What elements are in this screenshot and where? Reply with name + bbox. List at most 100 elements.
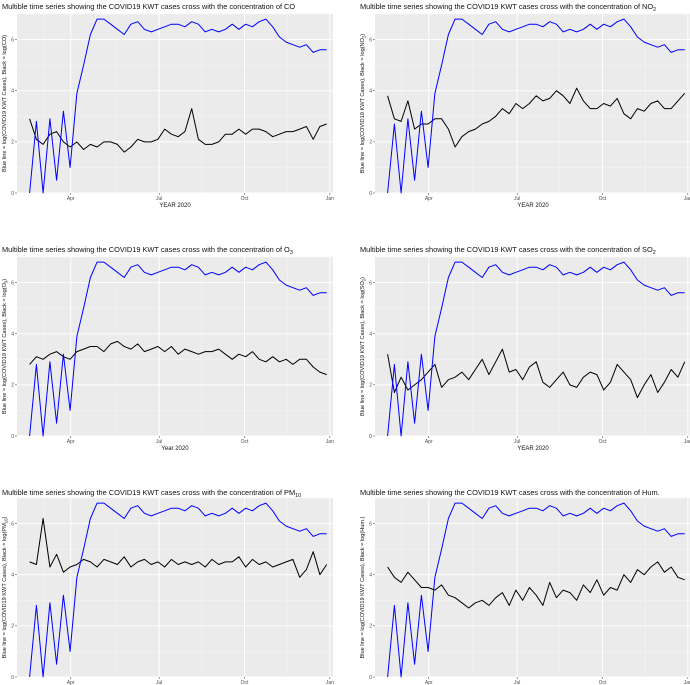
y-tick-label: 6 [369, 521, 372, 527]
x-tick-label: Jan [684, 680, 690, 685]
y-tick-label: 6 [369, 37, 372, 43]
y-axis-label-subscript: 2 [362, 35, 367, 38]
x-axis-label: Year 2020 [161, 446, 189, 452]
y-tick-label: 4 [369, 332, 372, 338]
x-axis-label: YEAR 2020 [159, 203, 191, 209]
cases-series-line [29, 18, 327, 194]
y-tick-label: 2 [369, 383, 372, 389]
cases-series-line [387, 502, 685, 678]
y-tick-label: 4 [11, 573, 14, 579]
plot-panel [17, 257, 333, 436]
y-tick-label: 6 [369, 280, 372, 286]
y-tick-label: 4 [11, 89, 14, 95]
y-tick-label: 2 [369, 140, 372, 146]
plot-panel [17, 14, 333, 193]
cases-series-line [29, 502, 327, 678]
pollutant-series-line [29, 108, 327, 153]
y-tick-label: 6 [11, 280, 14, 286]
chart-title-subscript: 10 [295, 493, 301, 499]
pollutant-series-line [387, 87, 686, 148]
x-tick-label: Oct [599, 439, 607, 445]
x-tick-label: Jul [514, 680, 520, 685]
x-tick-label: Oct [241, 196, 249, 202]
y-axis-label: Blue line = log(COVID19 KWT Cases), Blac… [360, 516, 366, 658]
y-tick-label: 4 [369, 89, 372, 95]
x-tick-label: Apr [425, 439, 433, 445]
cases-series-line [29, 261, 327, 437]
chart-title-subscript: 2 [653, 7, 656, 13]
y-axis-label-text: Blue line = log(COVID19 KWT Cases), Blac… [360, 281, 366, 416]
x-tick-label: Jan [326, 196, 334, 202]
x-tick-label: Jul [156, 680, 162, 685]
x-axis-label: YEAR 2020 [517, 203, 549, 209]
y-axis-label-tail: ) [2, 279, 8, 281]
x-tick-label: Jan [684, 196, 690, 202]
y-tick-label: 0 [369, 191, 372, 197]
x-tick-label: Jul [156, 196, 162, 202]
x-tick-label: Jul [514, 439, 520, 445]
x-axis-label: YEAR 2020 [517, 446, 549, 452]
chart-title: Multible time series showing the COVID19… [2, 488, 301, 499]
y-tick-label: 2 [11, 383, 14, 389]
cases-series-line [387, 18, 685, 194]
chart-title-subscript: 3 [290, 250, 293, 256]
y-axis-label-text: Blue line = log(COVID19 KWT Cases), Blac… [2, 35, 8, 172]
chart-title: Multible time series showing the COVID19… [360, 488, 660, 497]
y-tick-label: 0 [11, 191, 14, 197]
y-tick-label: 2 [11, 140, 14, 146]
chart-title-text: Multible time series showing the COVID19… [360, 488, 660, 497]
y-axis-label-tail: ) [360, 277, 366, 279]
y-axis-label: Blue line = log(COVID19 KWT Cases), Blac… [360, 34, 367, 173]
y-axis-label: Blue line = log(COVID19 KWT Cases), Blac… [2, 517, 9, 659]
y-axis-label: Blue line = log(COVID19 KWT Cases), Blac… [360, 277, 367, 416]
y-tick-label: 0 [369, 675, 372, 681]
y-axis-label-tail: ) [360, 34, 366, 36]
y-tick-label: 4 [11, 332, 14, 338]
x-tick-label: Oct [241, 439, 249, 445]
x-tick-label: Apr [67, 196, 75, 202]
y-axis-label: Blue line = log(COVID19 KWT Cases), Blac… [2, 35, 8, 172]
pollutant-series-line [387, 561, 685, 609]
chart-title-text: Multible time series showing the COVID19… [2, 488, 295, 497]
x-tick-label: Oct [241, 680, 249, 685]
x-tick-label: Jan [326, 680, 334, 685]
pollutant-series-line [29, 340, 327, 376]
chart-title: Multible time series showing the COVID19… [360, 2, 656, 13]
chart-title-text: Multible time series showing the COVID19… [360, 245, 653, 254]
y-tick-label: 0 [11, 675, 14, 681]
y-axis-label-text: Blue line = log(COVID19 KWT Cases), Blac… [2, 282, 8, 414]
pollutant-series-line [29, 518, 328, 578]
y-tick-label: 2 [11, 624, 14, 630]
x-tick-label: Apr [425, 680, 433, 685]
x-tick-label: Oct [599, 680, 607, 685]
y-axis-label-subscript: 3 [4, 280, 9, 283]
cases-series-line [387, 261, 685, 437]
chart-title: Multible time series showing the COVID19… [360, 245, 656, 256]
x-tick-label: Jan [684, 439, 690, 445]
x-tick-label: Apr [67, 680, 75, 685]
pollutant-series-line [387, 348, 686, 399]
y-axis-label: Blue line = log(COVID19 KWT Cases), Blac… [2, 279, 9, 414]
y-tick-label: 0 [369, 434, 372, 440]
x-tick-label: Jan [326, 439, 334, 445]
chart-title: Multible time series showing the COVID19… [2, 245, 293, 256]
x-tick-label: Jul [156, 439, 162, 445]
chart-title: Multible time series showing the COVID19… [2, 2, 295, 11]
y-axis-label-text: Blue line = log(COVID19 KWT Cases), Blac… [360, 37, 366, 173]
y-tick-label: 6 [11, 521, 14, 527]
y-axis-label-tail: ) [2, 517, 8, 519]
x-tick-label: Oct [599, 196, 607, 202]
plot-panel [17, 498, 333, 677]
x-tick-label: Jul [514, 196, 520, 202]
y-tick-label: 0 [11, 434, 14, 440]
y-axis-label-text: Blue line = log(COVID19 KWT Cases), Blac… [2, 523, 8, 658]
y-tick-label: 6 [11, 37, 14, 43]
chart-title-text: Multible time series showing the COVID19… [2, 245, 290, 254]
x-tick-label: Apr [425, 196, 433, 202]
y-axis-label-subscript: 10 [4, 518, 9, 523]
chart-title-text: Multible time series showing the COVID19… [360, 2, 653, 11]
chart-title-text: Multible time series showing the COVID19… [2, 2, 295, 11]
y-axis-label-text: Blue line = log(COVID19 KWT Cases), Blac… [360, 516, 366, 658]
chart-title-subscript: 2 [653, 250, 656, 256]
